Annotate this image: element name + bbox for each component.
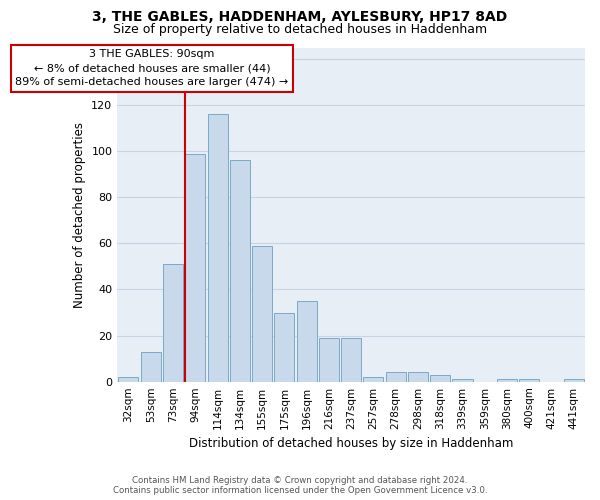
Bar — [140, 352, 161, 382]
Bar — [341, 338, 361, 382]
Bar — [208, 114, 227, 382]
Bar — [408, 372, 428, 382]
Bar — [386, 372, 406, 382]
Bar — [185, 154, 205, 382]
Bar — [452, 380, 473, 382]
Bar — [118, 377, 139, 382]
Bar — [274, 312, 295, 382]
Bar — [230, 160, 250, 382]
Bar — [163, 264, 183, 382]
X-axis label: Distribution of detached houses by size in Haddenham: Distribution of detached houses by size … — [189, 437, 514, 450]
Text: 3, THE GABLES, HADDENHAM, AYLESBURY, HP17 8AD: 3, THE GABLES, HADDENHAM, AYLESBURY, HP1… — [92, 10, 508, 24]
Bar — [319, 338, 339, 382]
Y-axis label: Number of detached properties: Number of detached properties — [73, 122, 86, 308]
Text: Contains HM Land Registry data © Crown copyright and database right 2024.
Contai: Contains HM Land Registry data © Crown c… — [113, 476, 487, 495]
Bar — [430, 375, 450, 382]
Bar — [252, 246, 272, 382]
Bar — [296, 301, 317, 382]
Bar — [497, 380, 517, 382]
Bar — [364, 377, 383, 382]
Bar — [519, 380, 539, 382]
Text: Size of property relative to detached houses in Haddenham: Size of property relative to detached ho… — [113, 22, 487, 36]
Bar — [564, 380, 584, 382]
Text: 3 THE GABLES: 90sqm
← 8% of detached houses are smaller (44)
89% of semi-detache: 3 THE GABLES: 90sqm ← 8% of detached hou… — [15, 49, 289, 87]
